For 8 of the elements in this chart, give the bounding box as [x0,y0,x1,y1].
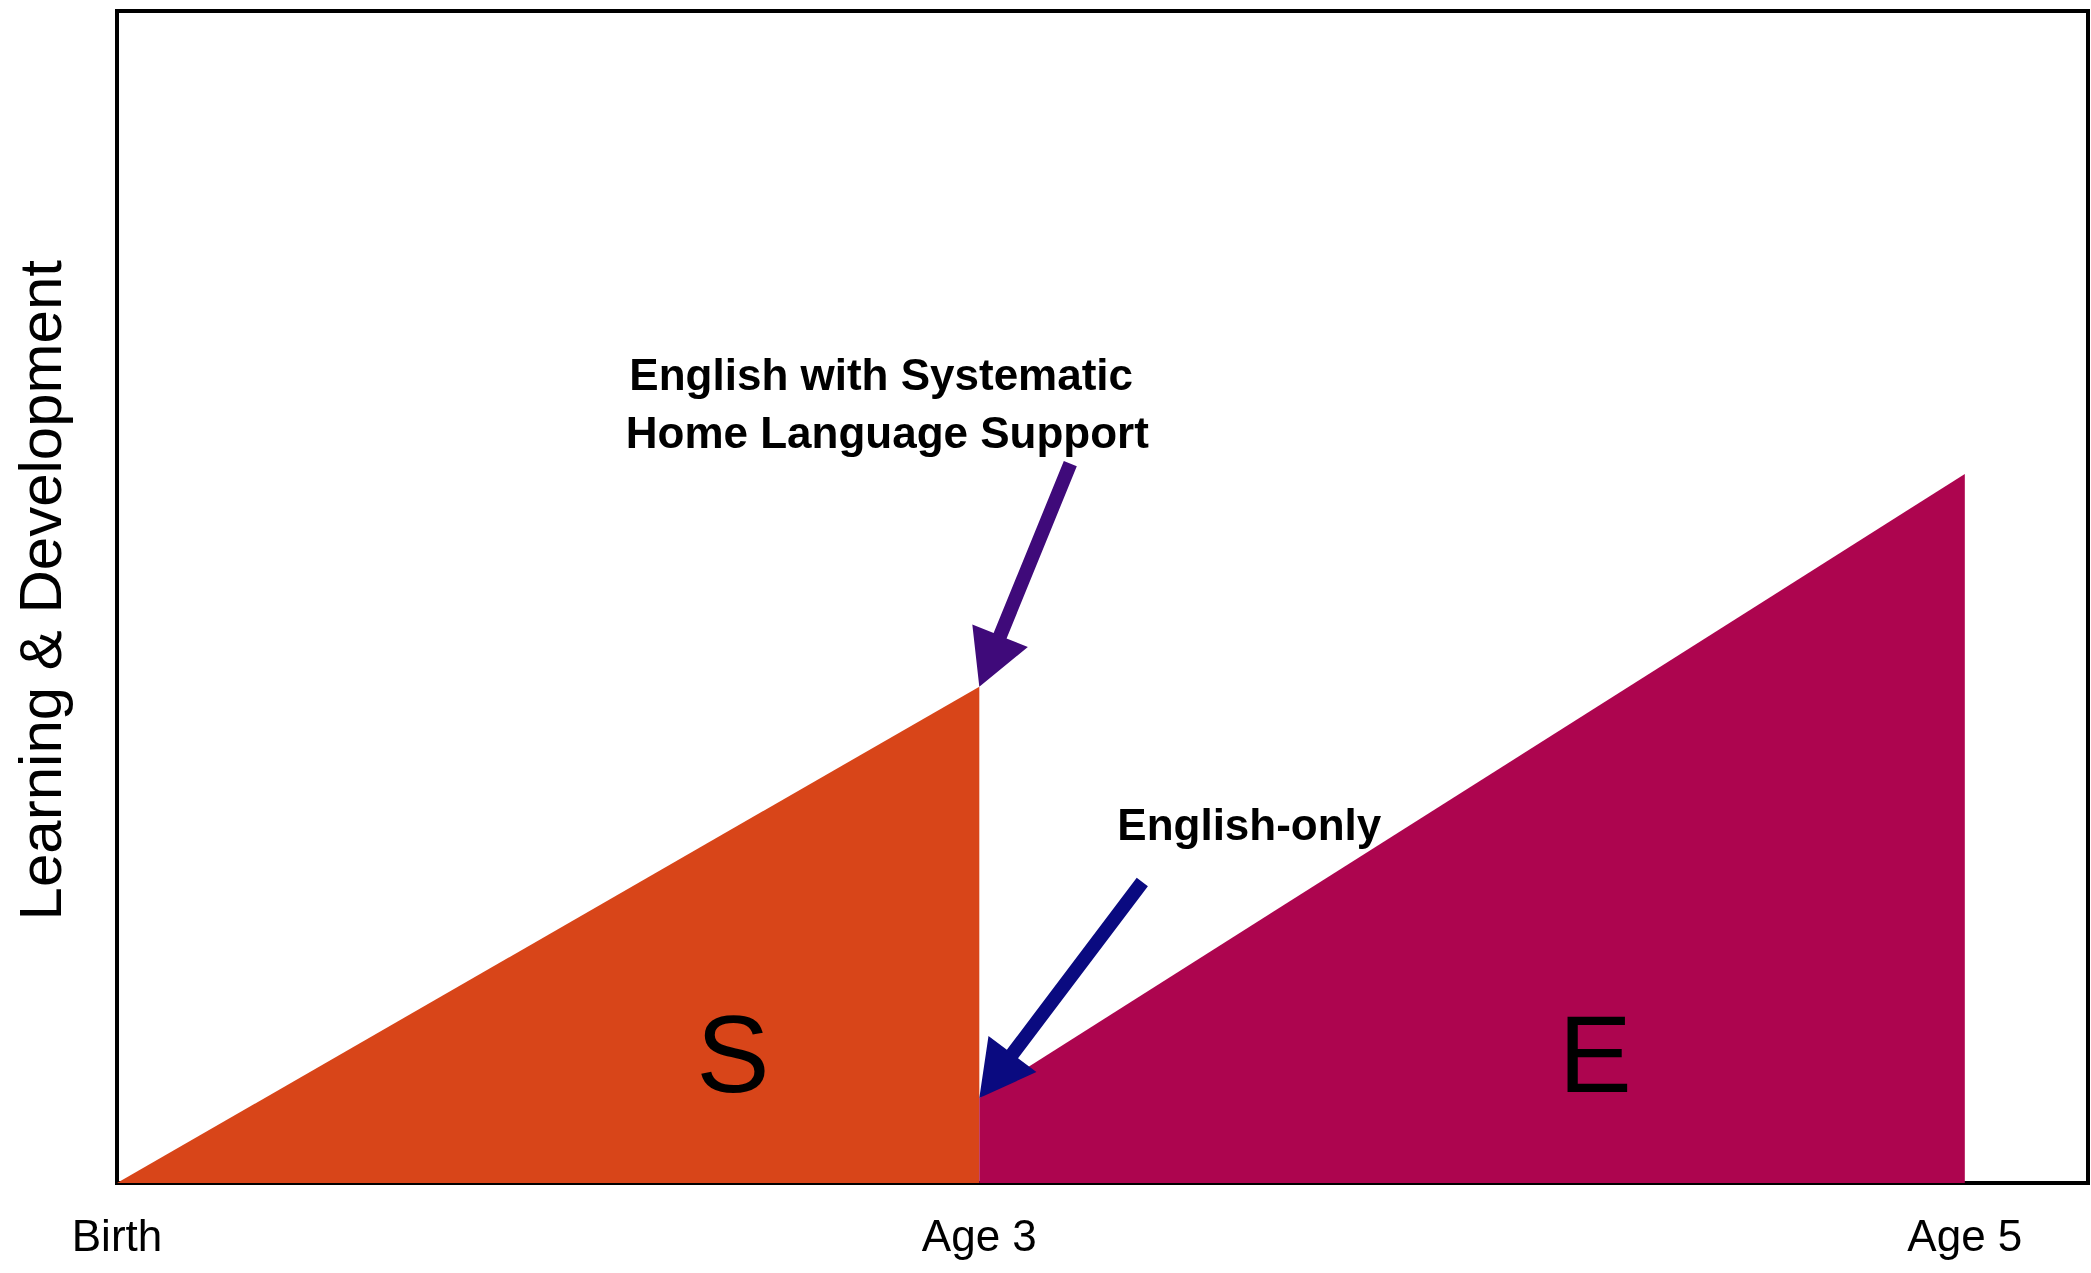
x-tick-label: Birth [71,1210,163,1260]
annotation: English-only [1117,800,1382,850]
x-tick-label: Age 3 [921,1210,1037,1260]
series-label: S [696,991,770,1115]
y-axis-title: Learning & Development [6,259,74,921]
x-tick-label: Age 5 [1907,1210,2023,1260]
series-label: E [1558,991,1632,1115]
text: English with Systematic Home Language Support [625,350,1150,458]
